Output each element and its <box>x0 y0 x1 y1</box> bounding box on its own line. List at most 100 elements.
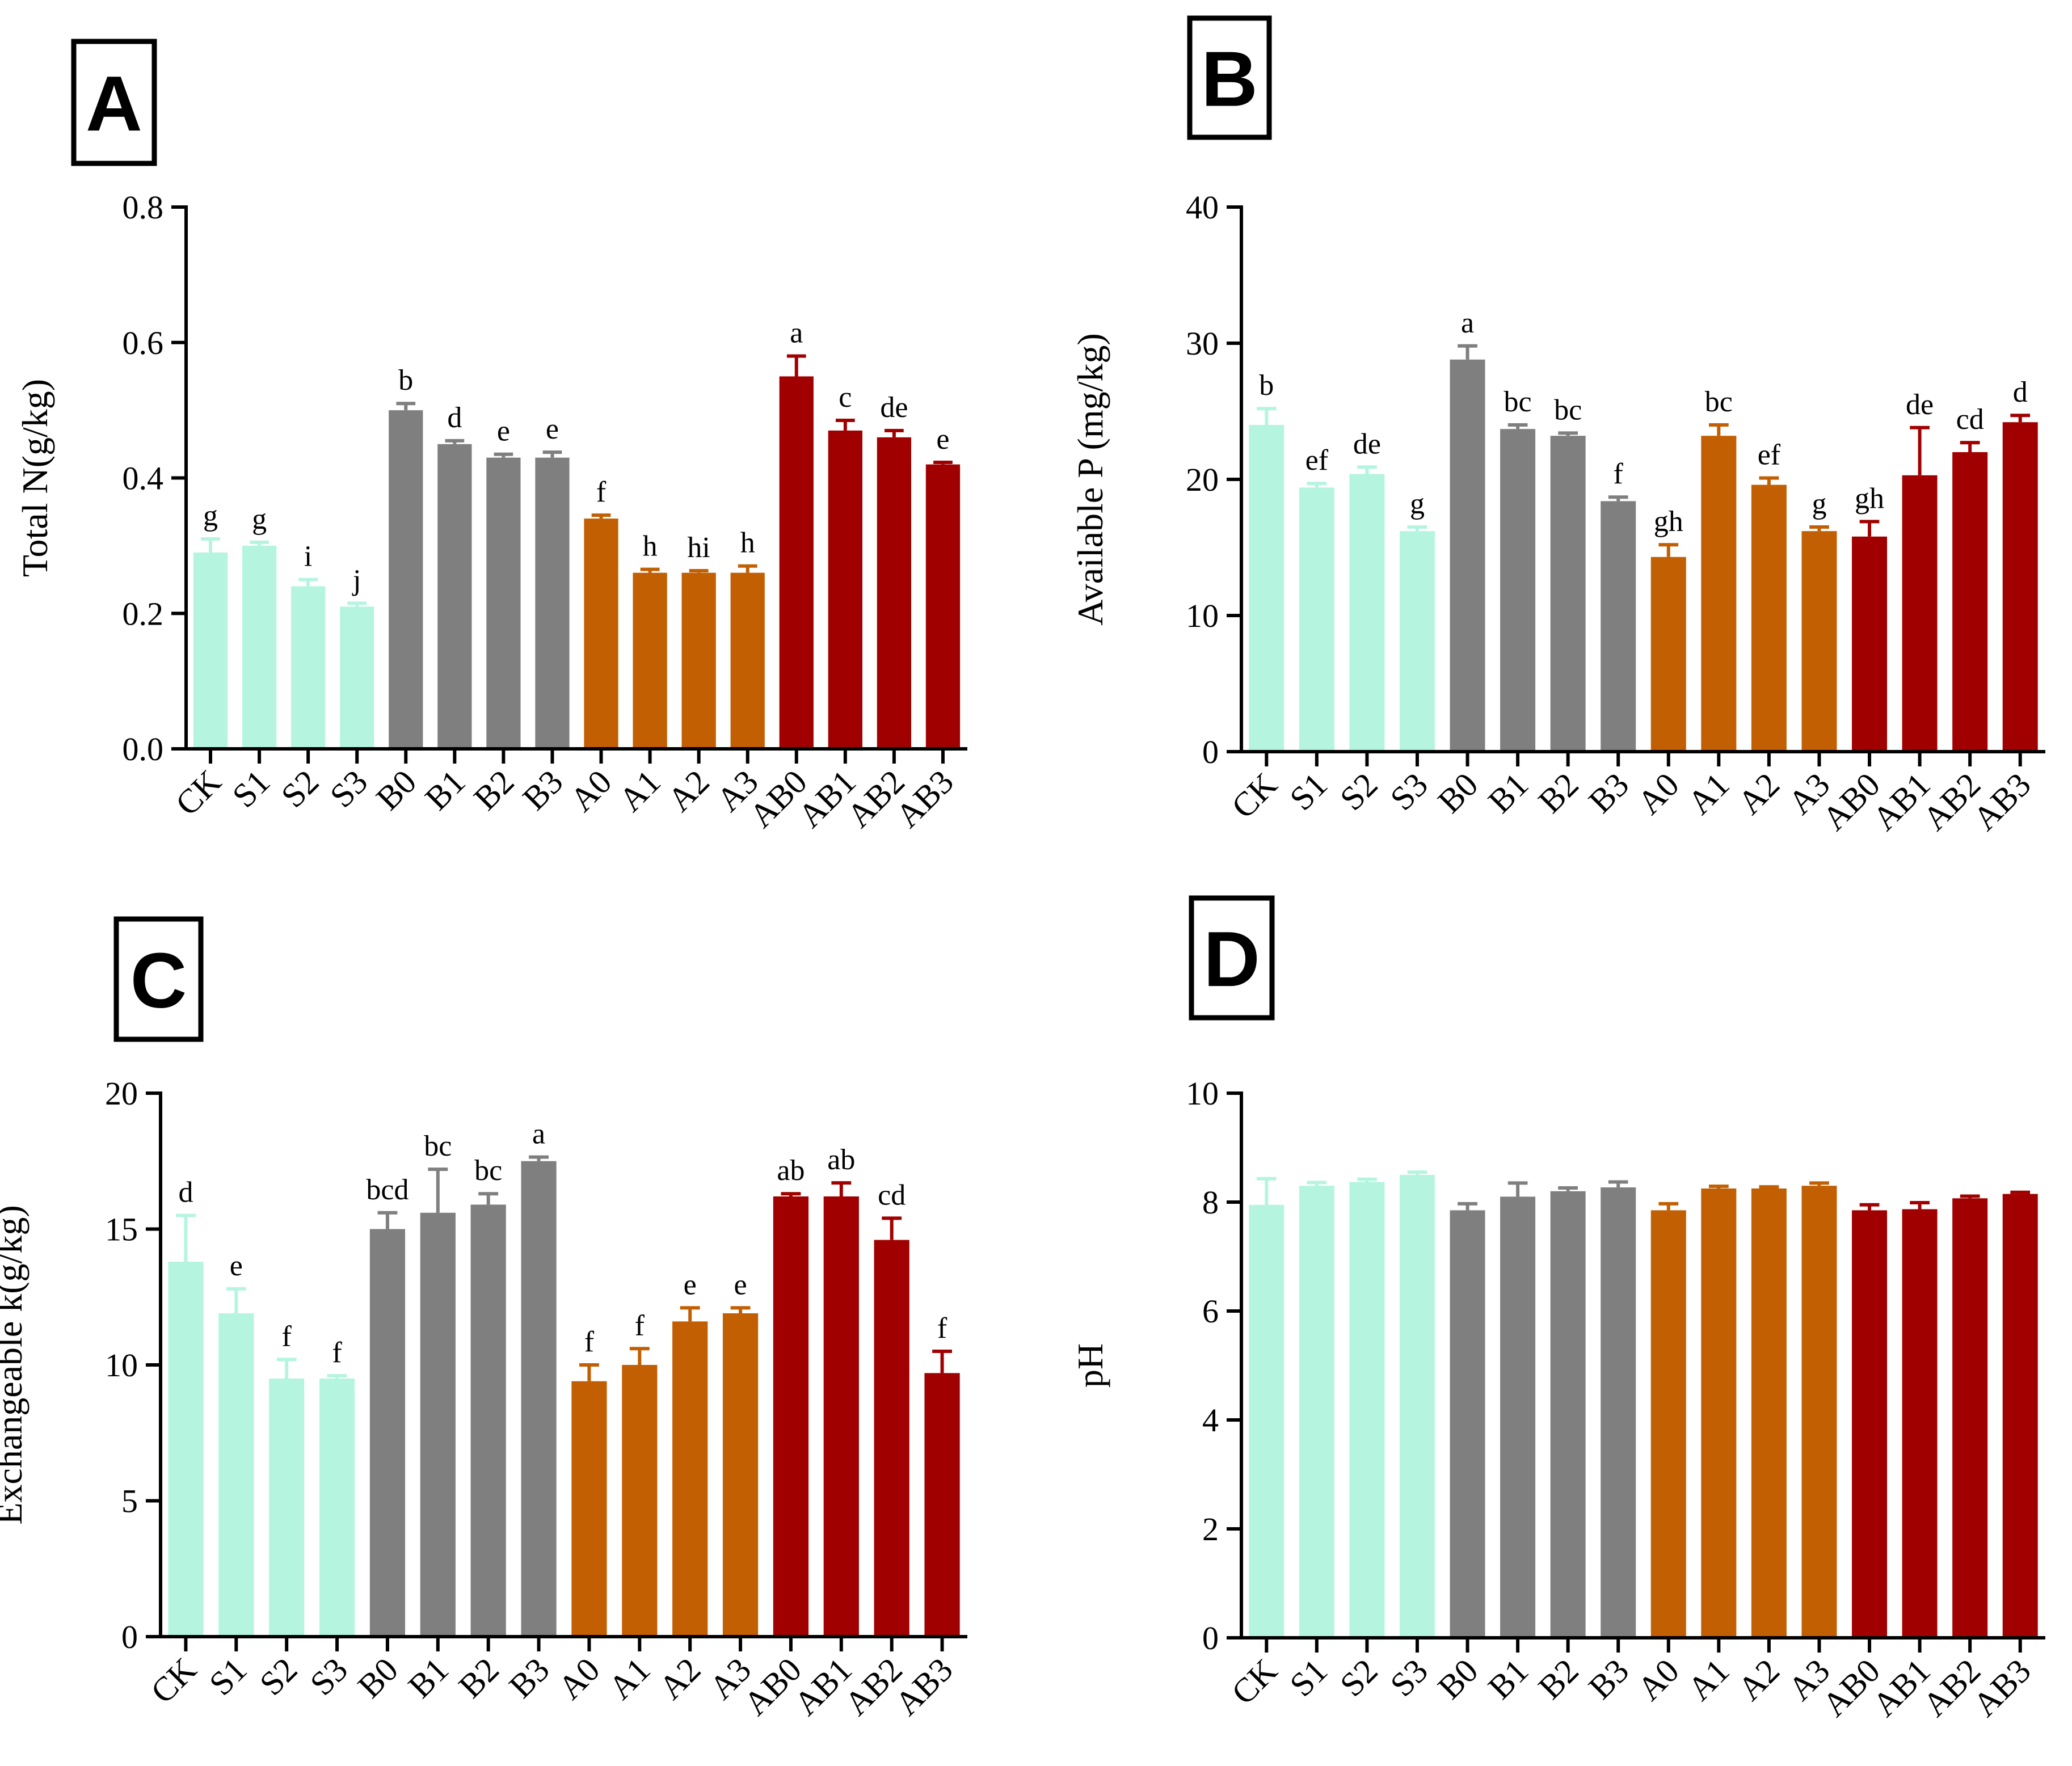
bar <box>1801 1186 1837 1638</box>
significance-letter: f <box>584 1326 595 1358</box>
significance-letter: g <box>252 503 267 536</box>
significance-letter: cd <box>1956 403 1984 436</box>
bar <box>1601 1187 1636 1638</box>
bar <box>1852 536 1888 752</box>
significance-letter: g <box>1410 488 1425 520</box>
x-tick-label: A2 <box>660 763 717 819</box>
y-tick-label: 5 <box>121 1483 138 1520</box>
y-tick-label: 10 <box>1186 597 1219 634</box>
bar <box>779 376 814 749</box>
x-tick-label: A1 <box>601 1651 658 1707</box>
bar <box>319 1378 355 1637</box>
bar <box>1801 531 1837 752</box>
significance-letter: bcd <box>366 1174 408 1206</box>
y-tick-label: 0 <box>1202 1620 1219 1657</box>
x-tick-label: A0 <box>551 1651 607 1707</box>
bar <box>1902 1209 1938 1638</box>
y-tick-label: 2 <box>1202 1511 1219 1548</box>
significance-letter: e <box>497 415 510 448</box>
x-tick-label: A2 <box>1731 1652 1787 1708</box>
significance-letter: de <box>1353 428 1381 460</box>
significance-letter: hi <box>687 532 710 564</box>
bar <box>877 437 912 749</box>
y-axis-label: Available P (mg/kg) <box>1070 333 1110 625</box>
bar <box>1399 531 1435 752</box>
x-tick-label: B0 <box>351 1651 405 1705</box>
significance-letter: bc <box>1504 386 1532 418</box>
x-tick-label: A1 <box>1681 766 1737 822</box>
x-tick-label: AB3 <box>1966 1652 2038 1724</box>
x-tick-label: A0 <box>563 763 619 819</box>
x-tick-label: B3 <box>515 763 570 817</box>
bar <box>340 606 374 749</box>
x-tick-label: B1 <box>1481 1652 1535 1706</box>
x-tick-label: S2 <box>1333 766 1384 817</box>
x-tick-label: B0 <box>1431 1652 1485 1706</box>
x-tick-label: B2 <box>1531 1652 1586 1706</box>
chart-panel-d: D0246810CKS1S2S3B0B1B2B3A0A1A2A3AB0AB1AB… <box>1070 895 2045 1724</box>
panel-label-box <box>71 39 157 166</box>
x-tick-label: S1 <box>1283 1652 1334 1704</box>
bar <box>1751 1188 1787 1638</box>
x-tick-label: AB3 <box>888 763 961 835</box>
x-tick-label: A2 <box>1731 766 1787 822</box>
significance-letter: ab <box>777 1154 805 1187</box>
bar <box>168 1261 204 1637</box>
bar <box>823 1196 859 1637</box>
bar <box>1500 429 1536 752</box>
significance-letter: f <box>635 1309 645 1342</box>
significance-letter: b <box>398 364 413 397</box>
bar <box>828 430 862 749</box>
bar <box>369 1229 406 1637</box>
significance-letter: ab <box>827 1144 855 1176</box>
bar <box>1299 1186 1334 1638</box>
bar <box>1550 1191 1586 1638</box>
x-tick-label: B2 <box>466 763 521 817</box>
x-tick-label: B3 <box>502 1651 557 1705</box>
x-tick-label: B3 <box>1581 766 1636 820</box>
x-tick-label: S1 <box>1283 766 1334 817</box>
bar <box>1701 436 1737 752</box>
y-tick-label: 20 <box>105 1075 138 1112</box>
significance-letter: e <box>546 413 559 445</box>
significance-letter: j <box>352 564 361 596</box>
significance-letter: a <box>1461 307 1474 339</box>
x-tick-label: S2 <box>1333 1652 1384 1704</box>
bar <box>193 552 228 749</box>
significance-letter: f <box>1614 458 1624 490</box>
bar <box>1349 474 1385 752</box>
significance-letter: bc <box>474 1154 502 1187</box>
bar <box>437 444 472 749</box>
x-tick-label: AB3 <box>888 1651 960 1723</box>
bar <box>925 464 961 749</box>
bar <box>420 1212 456 1637</box>
bar <box>521 1161 557 1637</box>
bar <box>535 457 570 749</box>
panel-label: D <box>1203 916 1260 1003</box>
significance-letter: d <box>447 402 462 434</box>
significance-letter: c <box>839 381 852 414</box>
bar <box>722 1313 759 1637</box>
bar <box>773 1196 809 1637</box>
significance-letter: e <box>734 1268 747 1301</box>
bar <box>1349 1182 1385 1638</box>
x-tick-label: CK <box>1224 1652 1285 1712</box>
significance-letter: f <box>937 1312 947 1344</box>
bar <box>269 1378 305 1637</box>
y-tick-label: 10 <box>1186 1075 1219 1112</box>
bar <box>1500 1196 1536 1638</box>
significance-letter: bc <box>1554 394 1582 426</box>
significance-letter: ef <box>1758 439 1781 471</box>
panel-label-box <box>1187 15 1272 140</box>
x-tick-label: B1 <box>401 1651 456 1705</box>
x-tick-label: AB3 <box>1966 766 2038 838</box>
bar <box>1450 359 1485 752</box>
bar <box>1701 1188 1737 1638</box>
significance-letter: cd <box>878 1179 906 1211</box>
y-tick-label: 0.2 <box>123 595 164 632</box>
panel-label: B <box>1201 36 1258 123</box>
y-tick-label: 30 <box>1186 325 1219 362</box>
panel-label-box <box>1189 895 1275 1021</box>
